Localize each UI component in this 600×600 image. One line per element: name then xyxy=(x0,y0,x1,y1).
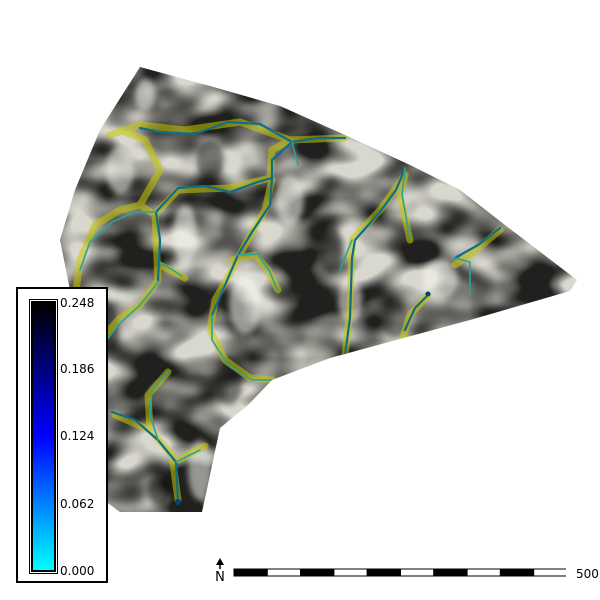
scale-bar-segment xyxy=(333,568,368,577)
scale-bar-segment xyxy=(233,568,268,577)
outlet-point xyxy=(175,499,181,505)
scale-bar-segment xyxy=(266,568,302,577)
legend-color-ramp xyxy=(29,299,58,574)
legend-tick: 0.186 xyxy=(60,362,95,376)
scale-bar-label: 500 xyxy=(576,567,599,581)
legend-tick: 0.062 xyxy=(60,497,95,511)
relief-layer xyxy=(60,67,577,512)
scale-bar-segment xyxy=(466,568,501,577)
scale-bar xyxy=(233,568,566,577)
legend-tick: 0.124 xyxy=(60,429,95,443)
scale-bar-segment xyxy=(400,568,435,577)
scale-bar-segment xyxy=(533,568,566,577)
scale-bar-segment xyxy=(433,568,468,577)
scale-bar-segment xyxy=(300,568,335,577)
scale-bar-segment xyxy=(366,568,401,577)
stream-network xyxy=(71,118,504,505)
north-arrow-icon: N xyxy=(215,558,225,585)
scale-bar-segment xyxy=(499,568,535,577)
legend-tick-max: 0.248 xyxy=(60,296,95,310)
outlet-point xyxy=(425,291,431,297)
legend-tick-min: 0.000 xyxy=(60,564,95,578)
color-legend: 0.248 0.186 0.124 0.062 0.000 xyxy=(16,287,108,583)
north-arrow: N xyxy=(210,558,232,585)
svg-text:N: N xyxy=(215,570,225,584)
